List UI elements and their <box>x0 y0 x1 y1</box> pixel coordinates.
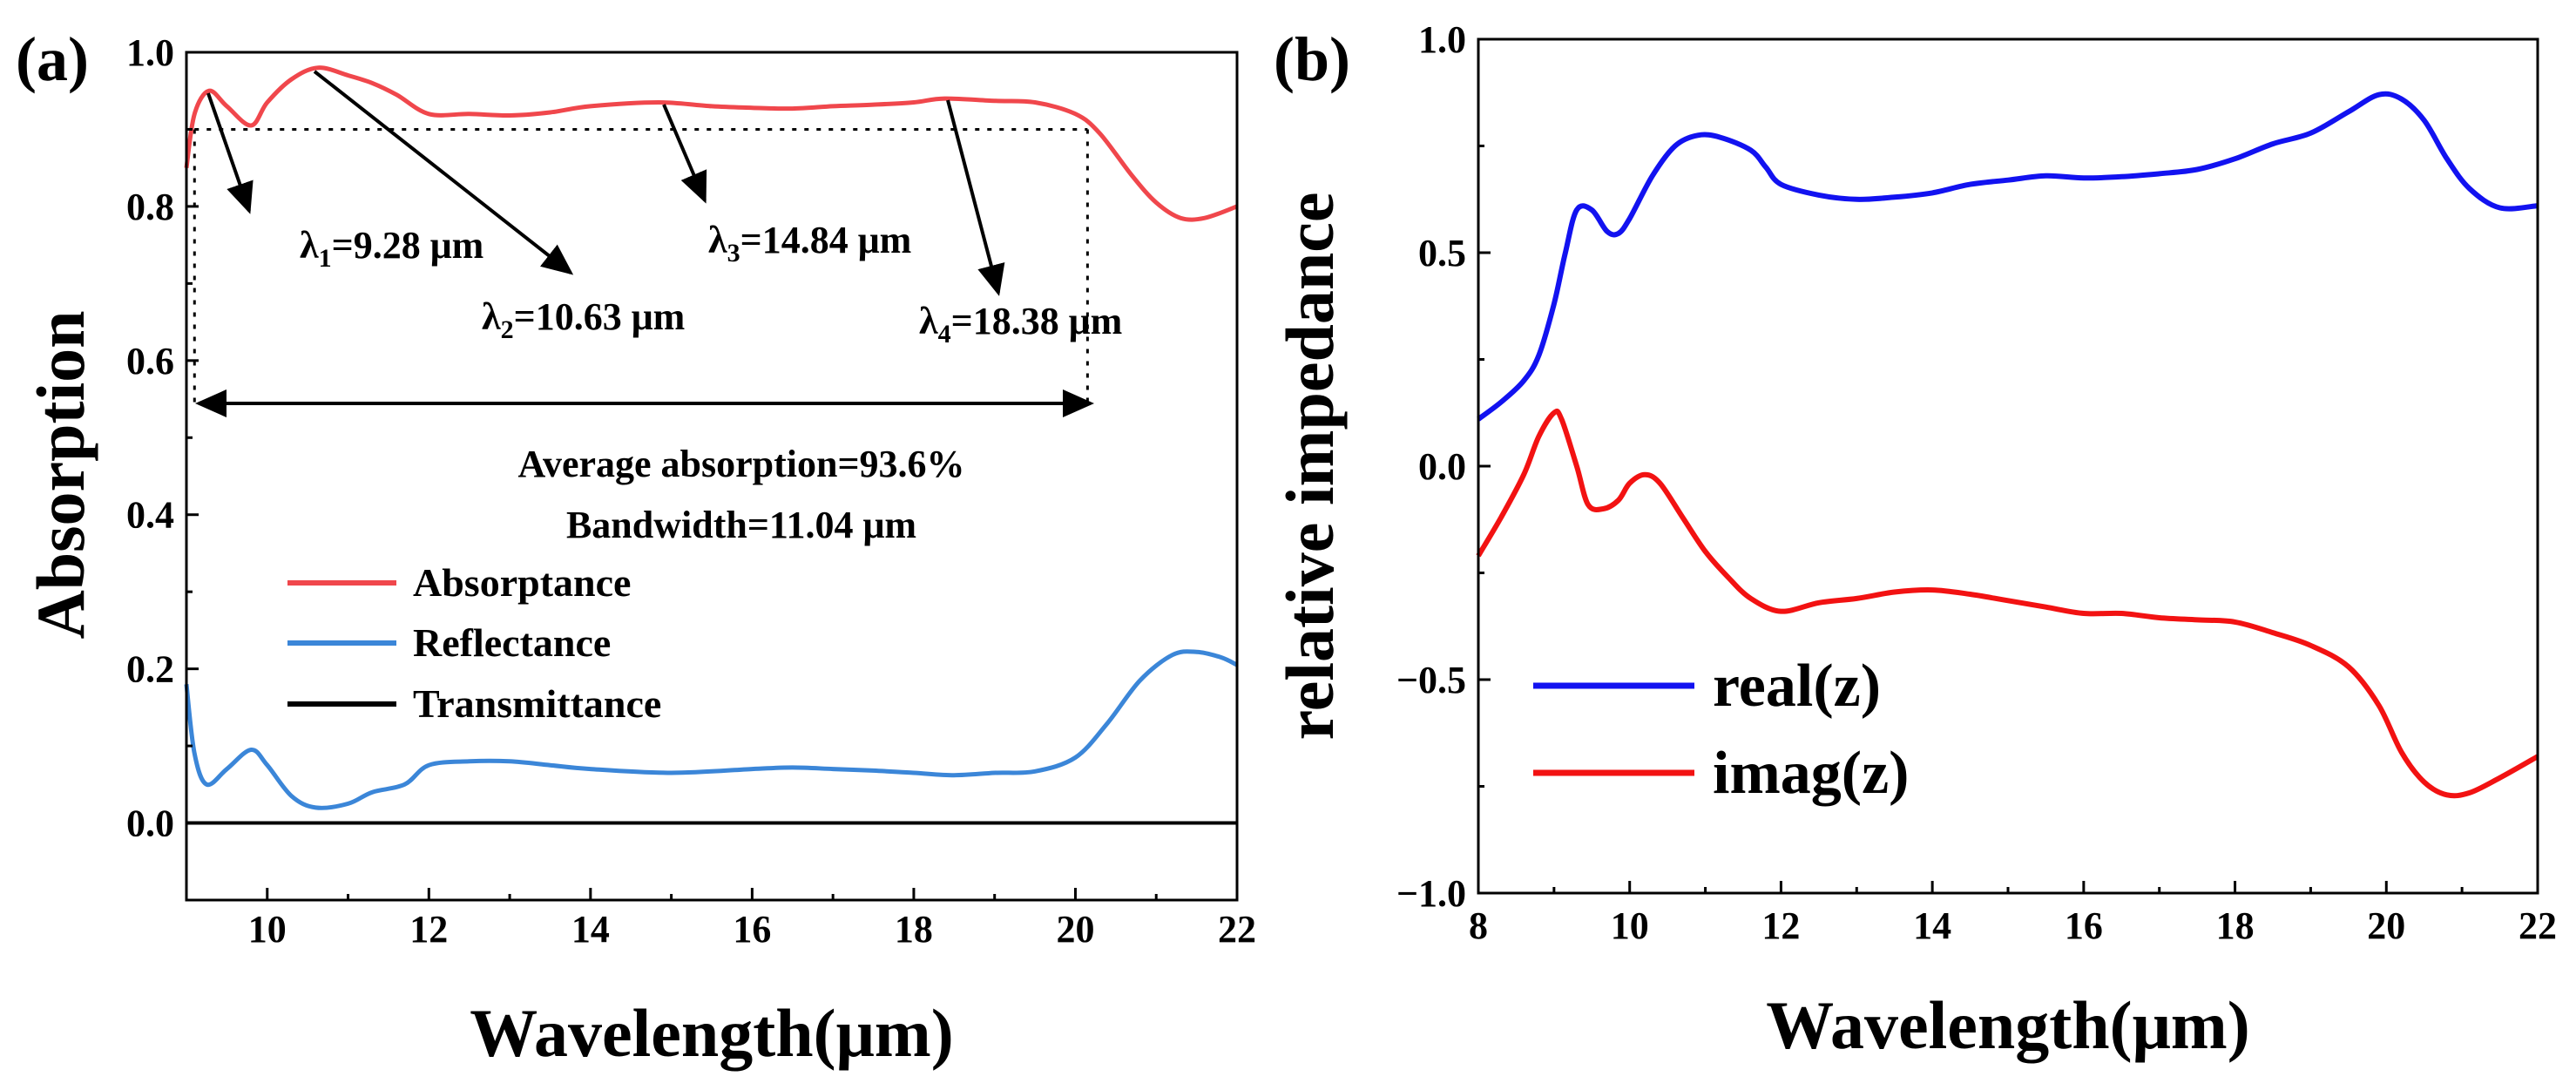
legend-imag-z-label: imag(z) <box>1713 740 1909 807</box>
x-tick-label: 14 <box>1913 904 1951 947</box>
panel-b-y-ticks: −1.0 −0.5 0.0 0.5 1.0 <box>1396 18 1491 915</box>
panel-a-y-ticks: 0.0 0.2 0.4 0.6 0.8 1.0 <box>126 31 199 902</box>
panel-b-legend: real(z) imag(z) <box>1533 653 1909 807</box>
y-tick-label: 0.5 <box>1418 232 1466 274</box>
x-tick-label: 10 <box>248 908 287 951</box>
y-tick-label: 1.0 <box>126 31 174 74</box>
y-tick-label: 0.4 <box>126 494 174 537</box>
panel-b-impedance-chart: (b) 8 10 12 14 16 18 20 22 −1.0 −0.5 0.0 0.5 1.0 Wa… <box>1272 18 2557 1063</box>
panel-b-x-axis-title: Wavelength(μm) <box>1766 987 2249 1063</box>
x-tick-label: 14 <box>571 908 610 951</box>
x-tick-label: 16 <box>733 908 771 951</box>
y-tick-label: 1.0 <box>1418 18 1466 61</box>
reflectance-series-line <box>184 649 1239 810</box>
panel-a-absorption-chart: (a) 10 12 14 16 18 20 22 0.0 0.2 0.4 0.6 0.8 1.0 Wa… <box>16 24 1256 1071</box>
panel-a-legend: Absorptance Reflectance Transmittance <box>287 560 661 726</box>
panel-b-label: (b) <box>1274 24 1350 94</box>
panel-a-y-axis-title: Absorption <box>23 310 98 639</box>
panel-a-x-axis-title: Wavelength(μm) <box>470 995 953 1071</box>
panel-b-plot-frame <box>1477 37 2539 895</box>
panel-b-y-axis-title: relative impedance <box>1272 193 1348 741</box>
panel-a-x-ticks: 10 12 14 16 18 20 22 <box>185 888 1256 951</box>
panel-a-label: (a) <box>16 24 89 94</box>
legend-real-z-label: real(z) <box>1713 653 1881 720</box>
x-tick-label: 22 <box>1218 908 1256 951</box>
lambda4-label: λ4=18.38 μm <box>919 300 1122 349</box>
x-tick-label: 16 <box>2065 904 2103 947</box>
lambda3-label: λ3=14.84 μm <box>708 219 911 267</box>
x-tick-label: 18 <box>895 908 933 951</box>
y-tick-label: 0.8 <box>126 186 174 228</box>
y-tick-label: 0.6 <box>126 340 174 383</box>
x-tick-label: 22 <box>2519 904 2557 947</box>
y-tick-label: 0.0 <box>1418 445 1466 488</box>
y-tick-label: 0.0 <box>126 802 174 845</box>
legend-transmittance-label: Transmittance <box>413 681 661 726</box>
x-tick-label: 12 <box>409 908 448 951</box>
lambda2-label: λ2=10.63 μm <box>482 295 685 344</box>
average-absorption-label: Average absorption=93.6% <box>517 443 964 485</box>
imag-z-series-line <box>1476 409 2539 799</box>
lambda3-arrow <box>662 104 707 204</box>
bandwidth-label: Bandwidth=11.04 μm <box>566 504 916 546</box>
y-tick-label: −1.0 <box>1396 872 1466 915</box>
real-z-series-line <box>1477 91 2539 422</box>
x-tick-label: 20 <box>2367 904 2405 947</box>
y-tick-label: −0.5 <box>1396 659 1466 701</box>
lambda1-arrow <box>206 92 254 214</box>
legend-absorptance-label: Absorptance <box>413 560 631 605</box>
absorptance-series-line <box>184 65 1238 222</box>
panel-a-plot-frame <box>185 51 1239 902</box>
x-tick-label: 18 <box>2216 904 2255 947</box>
lambda2-arrow <box>313 70 574 275</box>
y-tick-label: 0.2 <box>126 648 174 691</box>
lambda1-label: λ1=9.28 μm <box>300 224 483 273</box>
panel-b-x-ticks: 8 10 12 14 16 18 20 22 <box>1469 881 2557 947</box>
legend-reflectance-label: Reflectance <box>413 620 611 665</box>
x-tick-label: 8 <box>1469 904 1488 947</box>
x-tick-label: 12 <box>1761 904 1800 947</box>
x-tick-label: 10 <box>1611 904 1649 947</box>
lambda4-arrow <box>946 99 1005 296</box>
x-tick-label: 20 <box>1056 908 1094 951</box>
